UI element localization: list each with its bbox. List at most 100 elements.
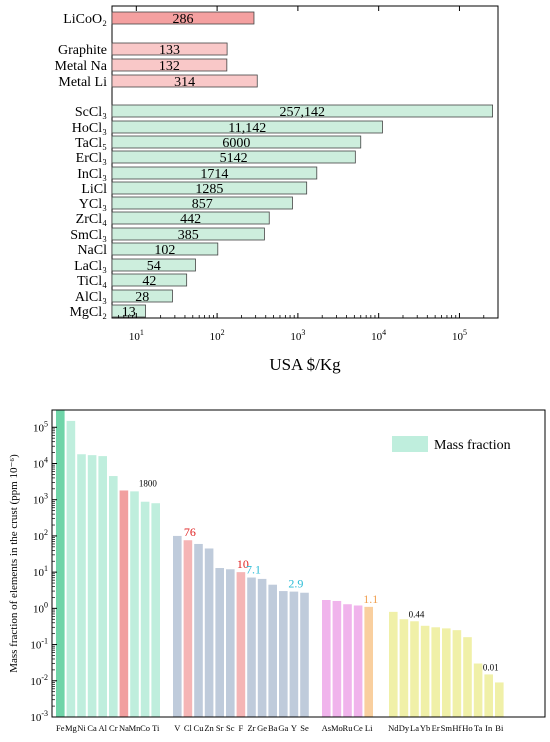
bar bbox=[473, 663, 483, 717]
category-label: AlCl₃ bbox=[75, 290, 107, 305]
category-label: Cr bbox=[109, 723, 118, 733]
bar bbox=[343, 604, 352, 717]
value-label: 286 bbox=[172, 12, 193, 27]
category-label: SmCl₃ bbox=[70, 228, 107, 243]
bar bbox=[495, 682, 504, 717]
value-label: 385 bbox=[178, 228, 199, 243]
value-label: 314 bbox=[174, 75, 195, 90]
bar bbox=[130, 491, 139, 717]
bar bbox=[353, 605, 363, 717]
category-label: Dy bbox=[399, 723, 410, 733]
bar bbox=[77, 454, 86, 717]
bar bbox=[111, 258, 196, 272]
legend-label: Mass fraction bbox=[434, 438, 511, 453]
category-label: As bbox=[322, 723, 331, 733]
bar bbox=[226, 569, 235, 717]
category-label: V bbox=[174, 723, 181, 733]
value-label: 54 bbox=[147, 259, 161, 274]
bar bbox=[111, 104, 493, 118]
category-label: HoCl₃ bbox=[72, 121, 107, 136]
category-label: InCl₃ bbox=[77, 167, 107, 182]
value-label: 257,142 bbox=[280, 105, 326, 120]
value-label: 6000 bbox=[222, 136, 250, 151]
bar bbox=[215, 568, 224, 717]
bar bbox=[204, 548, 214, 717]
category-label: Cl bbox=[184, 723, 193, 733]
category-label: ErCl₃ bbox=[76, 151, 107, 166]
category-label: Ge bbox=[257, 723, 267, 733]
bar bbox=[236, 572, 246, 717]
category-label: YCl₃ bbox=[79, 197, 107, 212]
x-tick-label: 102 bbox=[210, 328, 225, 343]
bar bbox=[56, 410, 65, 717]
value-label: 1285 bbox=[195, 182, 223, 197]
data-label: 0.44 bbox=[409, 609, 425, 619]
y-axis-label: Mass fraction of elements in the crust (… bbox=[8, 454, 20, 673]
bar bbox=[140, 501, 150, 717]
category-label: ZrCl₄ bbox=[76, 212, 107, 227]
bar bbox=[111, 135, 362, 149]
bar bbox=[98, 456, 107, 717]
category-label: La bbox=[410, 723, 419, 733]
bar bbox=[300, 592, 309, 717]
category-label: MgCl₂ bbox=[69, 305, 107, 320]
category-label: Se bbox=[300, 723, 309, 733]
bar bbox=[151, 503, 160, 717]
bar bbox=[111, 181, 308, 195]
data-label: 7.1 bbox=[246, 563, 261, 577]
category-label: Co bbox=[140, 723, 150, 733]
bar bbox=[268, 584, 277, 717]
bar bbox=[463, 637, 472, 717]
data-label: 0.01 bbox=[483, 662, 499, 672]
category-label: Ru bbox=[343, 723, 354, 733]
category-label: Ta bbox=[474, 723, 483, 733]
bar bbox=[119, 490, 129, 717]
bar bbox=[111, 150, 356, 164]
x-tick-label: 104 bbox=[371, 328, 386, 343]
crust-abundance-chart: Fe Mg Ni Ca Al Cr Na 1800 Mn Co Ti V Cl 76 Cu Zn Sr Sc F 10… bbox=[8, 409, 546, 733]
category-label: Ho bbox=[462, 723, 472, 733]
y-tick-label: 10-2 bbox=[30, 673, 48, 688]
category-label: TaCl₅ bbox=[75, 136, 107, 151]
category-label: Mg bbox=[65, 723, 78, 733]
bar bbox=[111, 196, 293, 210]
category-label: Na bbox=[119, 723, 129, 733]
bar bbox=[484, 674, 493, 717]
bar bbox=[111, 273, 188, 287]
y-tick-label: 102 bbox=[33, 528, 48, 543]
bar bbox=[111, 227, 265, 241]
value-label: 102 bbox=[154, 243, 175, 258]
category-label: Sm bbox=[441, 723, 453, 733]
category-label: F bbox=[239, 723, 244, 733]
bar bbox=[332, 600, 342, 717]
value-label: 132 bbox=[159, 59, 180, 74]
category-label: Zn bbox=[204, 723, 214, 733]
cost-chart: LiCoO₂ 286 Graphite 133 Metal Na 132 Metal Li 3… bbox=[55, 5, 499, 374]
bar bbox=[279, 591, 288, 717]
category-label: LiCl bbox=[81, 182, 107, 197]
bar bbox=[111, 242, 219, 256]
category-label: Ce bbox=[353, 723, 363, 733]
category-label: Metal Na bbox=[55, 59, 108, 74]
data-label: 2.9 bbox=[288, 577, 303, 591]
category-label: Y bbox=[291, 723, 297, 733]
plot-frame bbox=[51, 409, 546, 718]
category-label: Bi bbox=[495, 723, 504, 733]
x-tick-label: 103 bbox=[290, 328, 305, 343]
bar bbox=[364, 606, 373, 717]
x-axis-label: USA $/Kg bbox=[269, 355, 341, 374]
bar bbox=[322, 600, 331, 717]
bar bbox=[257, 578, 267, 717]
bar bbox=[111, 11, 255, 25]
bar bbox=[452, 630, 462, 717]
bar bbox=[289, 591, 299, 717]
value-label: 442 bbox=[180, 212, 201, 227]
y-tick-label: 10-3 bbox=[30, 709, 48, 724]
category-label: Yb bbox=[420, 723, 430, 733]
category-label: Ni bbox=[77, 723, 86, 733]
category-label: Sr bbox=[216, 723, 224, 733]
value-label: 133 bbox=[159, 43, 180, 58]
data-label: 76 bbox=[184, 525, 196, 539]
value-label: 28 bbox=[135, 290, 149, 305]
value-label: 1714 bbox=[200, 167, 228, 182]
